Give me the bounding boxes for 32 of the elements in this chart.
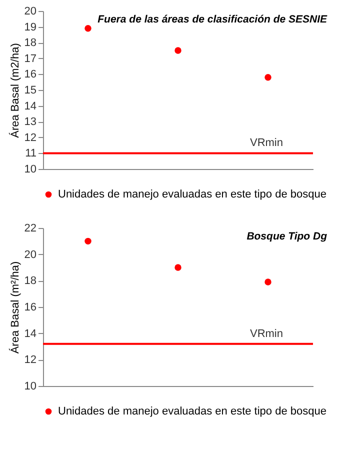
y-tick-label: 22 [24,222,36,234]
y-tick-label: 16 [24,68,36,81]
point [84,25,92,32]
y-tick-label: 14 [24,100,36,112]
point [84,238,92,245]
point [174,264,182,271]
y-tick-label: 10 [24,380,36,392]
chart-title: Bosque Tipo Dg [246,230,328,242]
y-tick-label: 13 [24,116,36,128]
y-tick-label: 18 [24,37,36,50]
y-tick-label: 19 [24,21,36,34]
y-tick-label: 10 [24,164,36,176]
point [264,278,272,286]
y-tick-label: 20 [24,6,36,18]
y-tick-label: 20 [24,248,36,261]
y-tick-label: 18 [24,275,36,288]
y-tick-label: 12 [24,354,36,366]
y-tick-label: 16 [24,302,36,314]
legend-label: Unidades de manejo evaluadas en este tipo de bosque [58,406,326,418]
y-tick-label: 15 [24,84,36,96]
y-tick-label: 11 [25,148,36,160]
ref-line-label: VRmin [250,328,283,340]
legend-label: Unidades de manejo evaluadas en este tipo de bosque [58,188,326,200]
y-tick-label: 14 [24,328,36,340]
ref-line-label: VRmin [250,137,283,150]
point [174,47,182,54]
chart-title: Fuera de las áreas de clasificación de SESNIE [98,14,328,26]
point [264,74,272,81]
y-axis-title: Área Basal (m²/ha) [8,261,22,354]
y-tick-label: 17 [24,52,36,65]
y-tick-label: 12 [24,132,36,144]
y-axis-title: Área Basal (m2/ha) [8,43,22,138]
